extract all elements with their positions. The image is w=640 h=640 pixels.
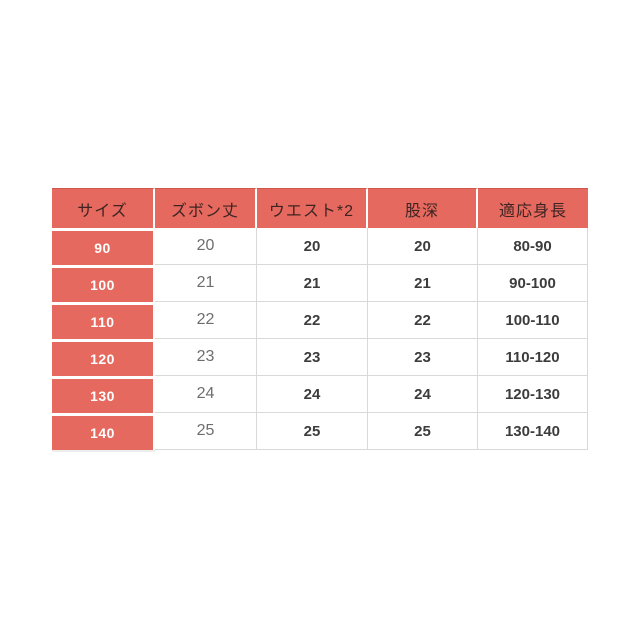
size-chart-table: サイズ ズボン丈 ウエスト*2 股深 適応身長 90 20 20 20 80-9… — [52, 188, 588, 450]
value-cell: 21 — [155, 265, 257, 302]
size-cell: 120 — [52, 339, 155, 376]
value-cell: 22 — [368, 302, 478, 339]
value-cell: 22 — [257, 302, 368, 339]
value-cell: 22 — [155, 302, 257, 339]
value-cell: 25 — [368, 413, 478, 450]
size-cell: 140 — [52, 413, 155, 450]
value-cell: 23 — [155, 339, 257, 376]
value-cell: 25 — [155, 413, 257, 450]
value-cell: 23 — [368, 339, 478, 376]
size-cell: 110 — [52, 302, 155, 339]
size-cell: 100 — [52, 265, 155, 302]
value-cell: 23 — [257, 339, 368, 376]
value-cell: 24 — [155, 376, 257, 413]
value-cell: 120-130 — [478, 376, 588, 413]
column-header-height-range: 適応身長 — [478, 188, 588, 228]
value-cell: 90-100 — [478, 265, 588, 302]
column-header-size: サイズ — [52, 188, 155, 228]
value-cell: 110-120 — [478, 339, 588, 376]
size-cell: 90 — [52, 228, 155, 265]
value-cell: 21 — [368, 265, 478, 302]
value-cell: 24 — [257, 376, 368, 413]
size-cell: 130 — [52, 376, 155, 413]
value-cell: 20 — [257, 228, 368, 265]
value-cell: 20 — [155, 228, 257, 265]
column-header-waist: ウエスト*2 — [257, 188, 368, 228]
value-cell: 25 — [257, 413, 368, 450]
column-header-rise: 股深 — [368, 188, 478, 228]
value-cell: 100-110 — [478, 302, 588, 339]
value-cell: 130-140 — [478, 413, 588, 450]
value-cell: 80-90 — [478, 228, 588, 265]
value-cell: 20 — [368, 228, 478, 265]
column-header-pants-length: ズボン丈 — [155, 188, 257, 228]
value-cell: 21 — [257, 265, 368, 302]
value-cell: 24 — [368, 376, 478, 413]
